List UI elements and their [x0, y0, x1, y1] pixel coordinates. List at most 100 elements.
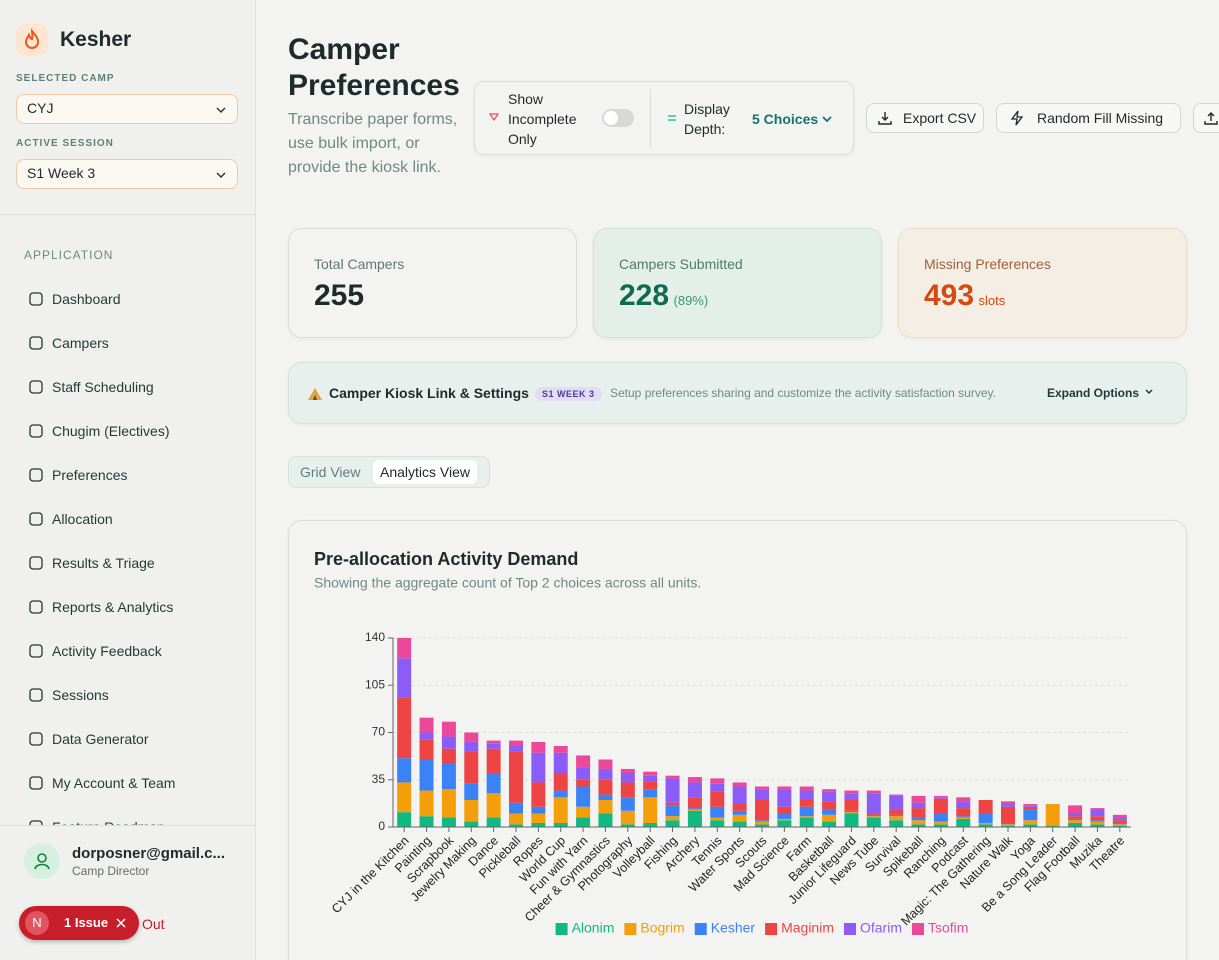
- bar-segment: [553, 773, 568, 791]
- bar-segment: [799, 817, 814, 827]
- nav-item[interactable]: Dashboard: [24, 283, 234, 315]
- bar-segment: [553, 797, 568, 823]
- toggle[interactable]: [602, 109, 634, 127]
- bar-segment: [419, 759, 434, 791]
- nav-icon: [29, 292, 43, 306]
- grid-view[interactable]: Grid View: [300, 464, 361, 480]
- nav-item[interactable]: Data Generator: [24, 723, 234, 755]
- analytics-view[interactable]: Analytics View: [373, 460, 478, 484]
- bar-segment: [777, 786, 792, 790]
- show-incomplete: Show Incomplete Only: [508, 91, 577, 147]
- bar-segment: [620, 797, 635, 811]
- kiosk-title: Camper Kiosk Link & Settings: [329, 385, 529, 401]
- depth-value: 5 Choices: [752, 111, 819, 127]
- nav-item[interactable]: Preferences: [24, 459, 234, 491]
- camp-label: SELECTED CAMP: [16, 73, 115, 84]
- depth-label: Display Depth:: [684, 101, 730, 137]
- stat-note: slots: [978, 293, 1006, 308]
- bar-segment: [1112, 822, 1127, 825]
- bar-segment: [687, 777, 702, 783]
- bar-segment: [822, 821, 837, 827]
- random-fill-button[interactable]: Random Fill Missing: [996, 103, 1181, 133]
- kiosk-badge: S1 WEEK 3: [535, 387, 602, 401]
- nav-item[interactable]: Chugim (Electives): [24, 415, 234, 447]
- bar-segment: [777, 820, 792, 827]
- nav-item[interactable]: My Account & Team: [24, 767, 234, 799]
- bar-segment: [710, 778, 725, 784]
- nav-label: Data Generator: [52, 731, 149, 747]
- bar-segment: [687, 808, 702, 810]
- issue-badge[interactable]: N 1 Issue: [19, 906, 139, 940]
- nav-item[interactable]: Allocation: [24, 503, 234, 535]
- bar-segment: [576, 806, 591, 818]
- bar-segment: [889, 795, 904, 810]
- nav-item[interactable]: Reports & Analytics: [24, 591, 234, 623]
- nav-icon: [29, 644, 43, 658]
- chart-subtitle: Showing the aggregate count of Top 2 cho…: [314, 575, 701, 591]
- bar-segment: [866, 790, 881, 794]
- bar-segment: [755, 821, 769, 825]
- bar-segment: [1090, 816, 1105, 821]
- stat-card: Campers Submitted 228 (89%): [593, 228, 882, 338]
- view-toggle: Grid View Analytics View: [288, 456, 490, 488]
- stat-label: Total Campers: [314, 256, 405, 272]
- nav-item[interactable]: Campers: [24, 327, 234, 359]
- bar-segment: [509, 813, 523, 825]
- user-avatar: [24, 843, 60, 879]
- nav-icon: [29, 512, 43, 526]
- nav-item[interactable]: Sessions: [24, 679, 234, 711]
- bar-segment: [464, 783, 479, 800]
- filter-bar: Show Incomplete Only Display Depth: 5 Ch…: [474, 81, 854, 155]
- bar-segment: [1023, 806, 1038, 810]
- legend-swatch: [624, 923, 637, 935]
- bar-segment: [1068, 805, 1083, 814]
- bar-segment: [844, 810, 859, 813]
- bar-segment: [911, 795, 926, 803]
- nav-icon: [29, 732, 43, 746]
- upload-button[interactable]: [1193, 103, 1219, 133]
- bar-segment: [553, 752, 568, 773]
- bar-segment: [1001, 822, 1015, 825]
- sign-out[interactable]: Out: [142, 916, 165, 932]
- nav-icon: [29, 380, 43, 394]
- stat-card: Total Campers 255: [288, 228, 577, 338]
- bar-segment: [822, 801, 837, 810]
- user-email: dorposner@gmail.c...: [72, 845, 225, 862]
- nav-item[interactable]: Activity Feedback: [24, 635, 234, 667]
- bar-segment: [866, 814, 881, 817]
- depth-select[interactable]: 5 Choices: [752, 111, 832, 127]
- bar-segment: [732, 786, 747, 805]
- bar-segment: [911, 820, 926, 825]
- bar-segment: [956, 817, 971, 819]
- kiosk-bar: Camper Kiosk Link & Settings S1 WEEK 3 S…: [288, 362, 1187, 424]
- nav-label: Dashboard: [52, 291, 121, 307]
- camp-select[interactable]: CYJ: [16, 94, 238, 124]
- bar-segment: [866, 813, 881, 815]
- legend-swatch: [555, 923, 568, 935]
- session-select[interactable]: S1 Week 3: [16, 159, 238, 189]
- bar-segment: [844, 793, 859, 800]
- chevron: [216, 172, 226, 179]
- bar-segment: [643, 797, 658, 823]
- bar-segment: [1023, 820, 1038, 825]
- export-button[interactable]: Export CSV: [866, 103, 984, 133]
- bar-segment: [710, 783, 725, 792]
- bar-segment: [620, 824, 635, 827]
- bar-segment: [464, 741, 479, 752]
- y-tick-label: 70: [372, 725, 386, 739]
- brand: Kesher: [60, 28, 132, 51]
- bar-segment: [441, 748, 456, 764]
- nav-item[interactable]: Staff Scheduling: [24, 371, 234, 403]
- expand-options[interactable]: Expand Options: [1047, 386, 1156, 400]
- bar-segment: [687, 809, 702, 811]
- bar-segment: [822, 814, 837, 822]
- export-text: Export CSV: [903, 110, 977, 126]
- bar-segment: [1068, 816, 1083, 819]
- bar-segment: [531, 822, 546, 827]
- bar-segment: [933, 813, 948, 822]
- nav-item[interactable]: Results & Triage: [24, 547, 234, 579]
- bar-segment: [933, 798, 948, 814]
- bar-segment: [732, 810, 747, 815]
- stat-value-row: 493 slots: [924, 279, 1005, 313]
